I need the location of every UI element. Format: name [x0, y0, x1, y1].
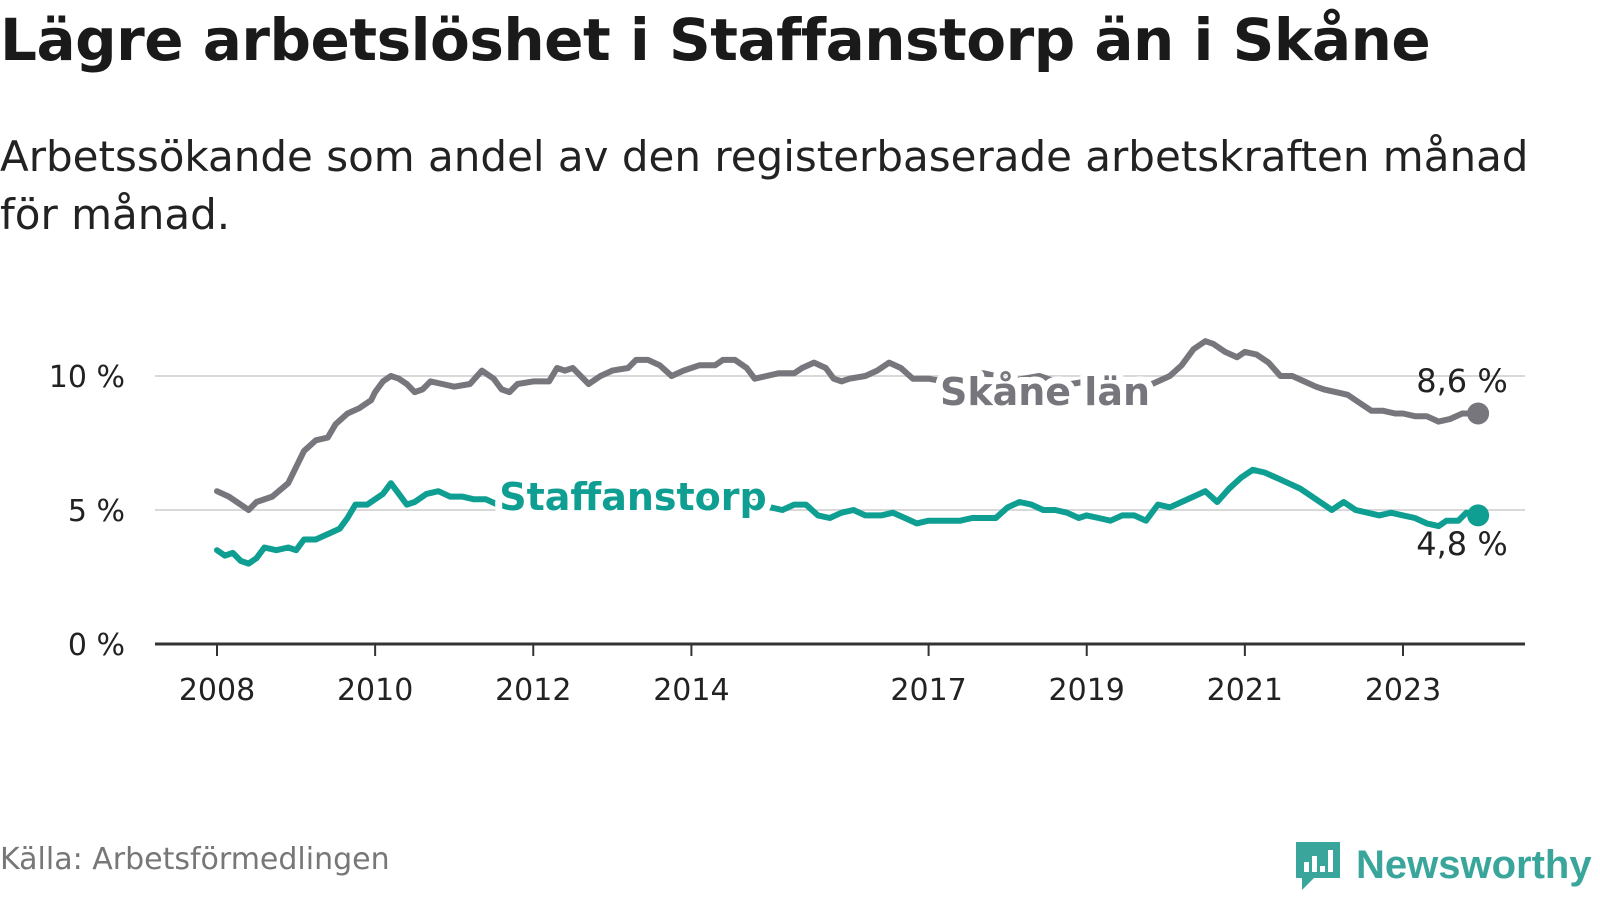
series-endpoint-skane: [1467, 402, 1490, 425]
series-lines: [214, 338, 1490, 567]
gridlines: [155, 375, 1525, 511]
x-tick-label: 2014: [653, 673, 729, 708]
brand-name: Newsworthy: [1356, 842, 1592, 887]
x-tick-label: 2008: [179, 673, 255, 708]
series-label-halo: Skåne län: [940, 370, 1150, 414]
end-value-label-staffanstorp: 4,8 %: [1416, 525, 1507, 563]
series-line-staffanstorp: [214, 466, 1482, 567]
y-axis-ticks: 0 % 5 % 10 %: [49, 360, 125, 663]
y-tick-label: 10 %: [49, 360, 125, 395]
series-line-skane: [214, 338, 1482, 513]
end-value-label-skane: 8,6 %: [1416, 362, 1507, 400]
brand-logo: Newsworthy: [1292, 838, 1592, 892]
x-tick-label: 2010: [337, 673, 413, 708]
series-endpoint-staffanstorp: [1467, 504, 1490, 527]
y-tick-label: 0 %: [68, 628, 125, 663]
x-tick-label: 2023: [1365, 673, 1441, 708]
series-label-staffanstorp: Staffanstorp: [499, 475, 766, 519]
chart-subtitle: Arbetssökande som andel av den registerb…: [0, 132, 1529, 239]
source-note: Källa: Arbetsförmedlingen: [0, 842, 390, 877]
chart-title: Lägre arbetslöshet i Staffanstorp än i S…: [0, 6, 1431, 74]
x-axis-ticks: 2008 2010 2012 2014 2017 2019 2021 2023: [179, 644, 1441, 708]
x-tick-label: 2012: [495, 673, 571, 708]
x-tick-label: 2021: [1207, 673, 1283, 708]
series-label-halo: Staffanstorp: [499, 475, 766, 519]
x-tick-label: 2017: [890, 673, 966, 708]
series-label-skane: Skåne län: [940, 370, 1150, 414]
x-tick-label: 2019: [1049, 673, 1125, 708]
newsworthy-logo-icon: [1296, 842, 1340, 890]
y-tick-label: 5 %: [68, 494, 125, 529]
line-chart: 0 %5 %10 % 2008 2010 2012 2014 2017 2019 2021 2…: [49, 338, 1525, 708]
